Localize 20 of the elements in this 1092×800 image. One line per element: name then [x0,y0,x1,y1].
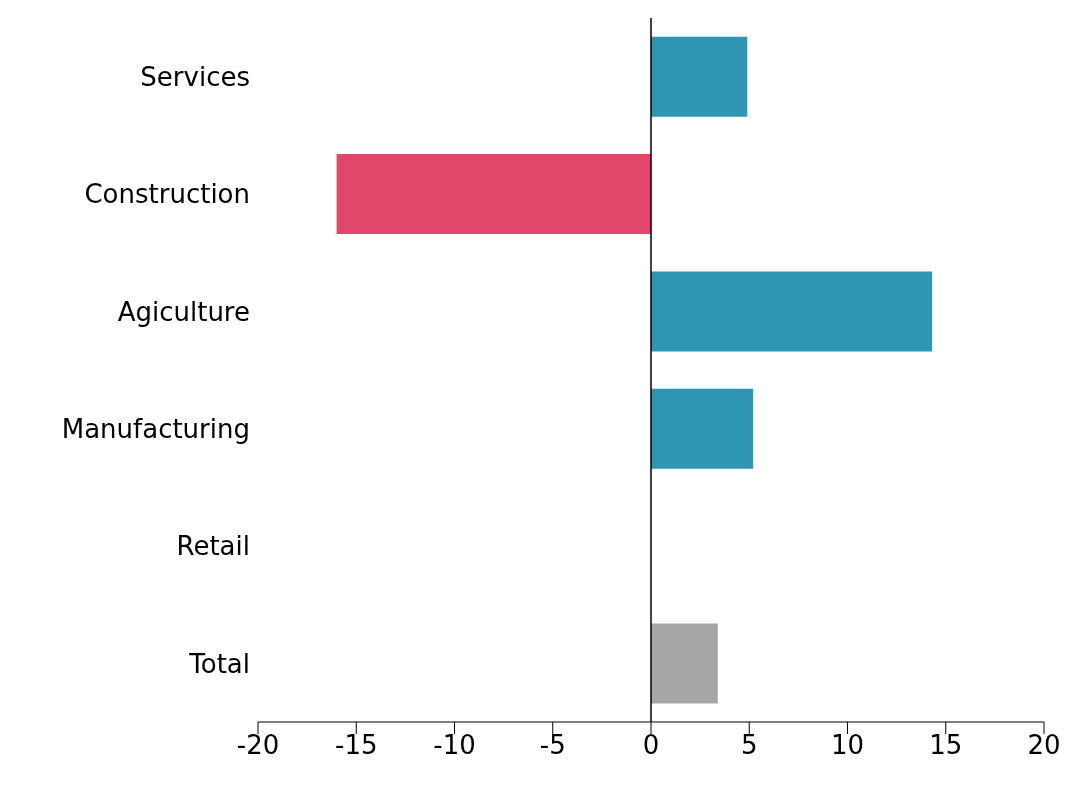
x-tick-label: -20 [236,730,280,761]
x-tick-label: 10 [830,730,865,761]
y-tick-label: Manufacturing [61,413,250,444]
y-tick-label: Agiculture [117,296,250,327]
x-tick-label: 0 [642,730,660,761]
x-tick-label: -15 [335,730,378,761]
y-tick-label: Total [188,648,250,679]
bar [651,271,932,352]
x-tick-label: 5 [740,730,758,761]
bar [651,623,718,704]
bar [336,154,651,235]
bar [651,36,748,117]
y-tick-label: Retail [176,531,250,562]
x-tick-label: -5 [539,730,566,761]
y-tick-label: Construction [84,179,250,210]
y-tick-label: Services [140,61,250,92]
x-tick-label: -10 [433,730,476,761]
x-tick-label: 15 [929,730,963,761]
bar [651,388,754,469]
x-tick-label: 20 [1027,730,1061,761]
